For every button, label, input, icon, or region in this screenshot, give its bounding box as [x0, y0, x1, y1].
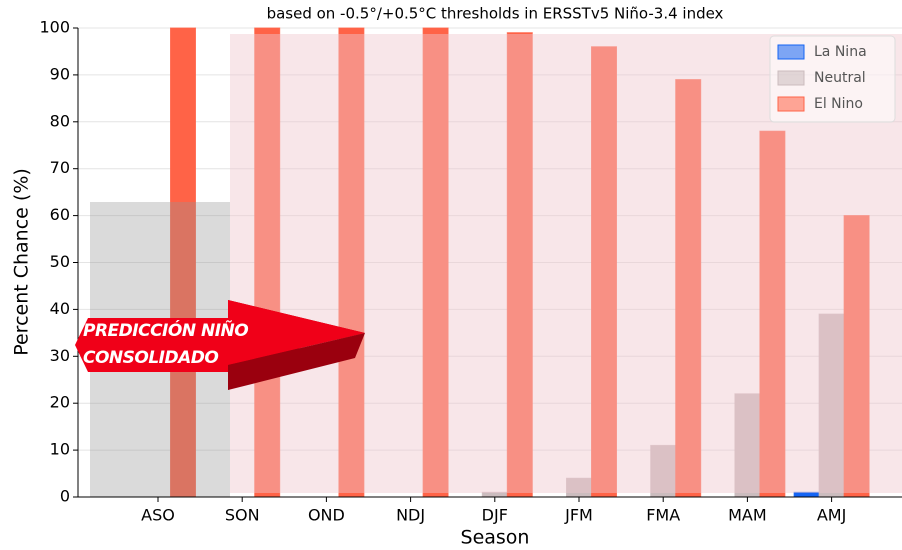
- y-tick-label: 100: [39, 18, 70, 37]
- chart-subtitle: based on -0.5°/+0.5°C thresholds in ERSS…: [267, 5, 724, 23]
- x-tick-label: JFM: [564, 506, 593, 525]
- bar: [482, 492, 507, 497]
- legend: La Nina Neutral El Nino: [770, 36, 895, 122]
- annotation-line: PREDICCIÓN NIÑO: [83, 318, 248, 341]
- y-tick-label: 70: [50, 158, 70, 177]
- x-tick-label: DJF: [482, 506, 508, 525]
- y-tick-label: 20: [50, 393, 70, 412]
- x-tick-label: ASO: [141, 506, 175, 525]
- page: {"chart_data": {"type": "bar", "subtitle…: [0, 0, 902, 550]
- bar: [794, 492, 819, 497]
- legend-label: Neutral: [814, 70, 866, 86]
- chart: based on -0.5°/+0.5°C thresholds in ERSS…: [0, 0, 902, 550]
- x-tick-label: MAM: [728, 506, 767, 525]
- y-tick-label: 60: [50, 205, 70, 224]
- legend-label: La Nina: [814, 44, 867, 60]
- y-tick-label: 10: [50, 440, 70, 459]
- y-tick-label: 0: [60, 487, 70, 506]
- x-tick-label: AMJ: [817, 506, 846, 525]
- y-tick-label: 50: [50, 252, 70, 271]
- legend-swatch: [778, 45, 804, 59]
- legend-swatch: [778, 97, 804, 111]
- y-axis-label: Percent Chance (%): [11, 168, 33, 356]
- x-tick-label: OND: [308, 506, 345, 525]
- y-tick-label: 30: [50, 346, 70, 365]
- y-tick-label: 80: [50, 111, 70, 130]
- legend-label: El Nino: [814, 96, 863, 112]
- x-tick-label: SON: [225, 506, 260, 525]
- legend-swatch: [778, 71, 804, 85]
- x-tick-label: FMA: [646, 506, 680, 525]
- annotation-line: CONSOLIDADO: [83, 348, 218, 368]
- y-tick-label: 90: [50, 64, 70, 83]
- x-axis-label: Season: [461, 527, 530, 549]
- y-tick-label: 40: [50, 299, 70, 318]
- x-tick-label: NDJ: [396, 506, 425, 525]
